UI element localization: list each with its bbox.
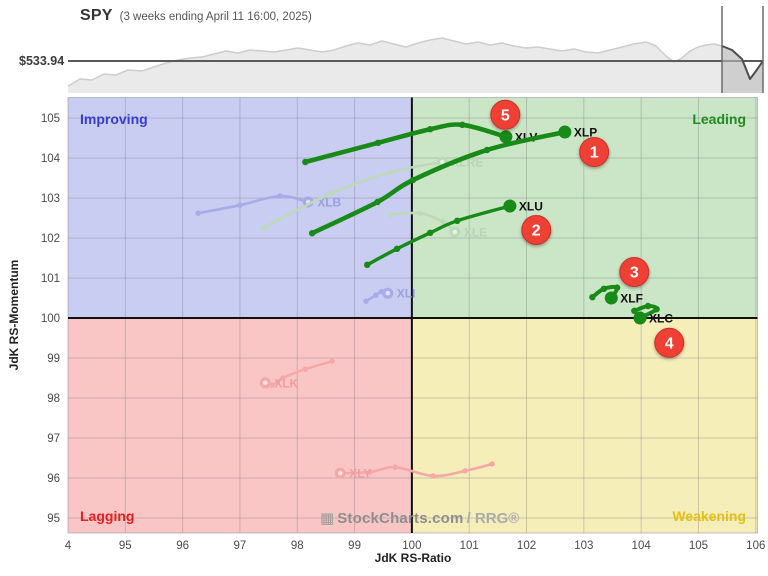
trail-endpoint-XLP[interactable] — [558, 125, 572, 139]
y-axis-ticks: 95 96 97 98 99 100 101 102 103 104 105 — [41, 113, 61, 525]
trail-label-XLP[interactable]: XLP — [574, 126, 597, 140]
svg-text:4: 4 — [665, 335, 674, 352]
symbol-title: SPY — [80, 7, 113, 24]
svg-text:95: 95 — [47, 513, 60, 525]
svg-text:95: 95 — [119, 540, 132, 552]
svg-text:97: 97 — [234, 540, 247, 552]
svg-text:96: 96 — [47, 473, 60, 485]
svg-text:100: 100 — [41, 313, 60, 325]
trail-XLU[interactable]: XLU — [364, 199, 543, 268]
trail-label-XLF[interactable]: XLF — [620, 292, 643, 306]
svg-text:105: 105 — [689, 540, 708, 552]
trail-label-XLY[interactable]: XLY — [349, 467, 371, 481]
svg-text:105: 105 — [41, 113, 60, 125]
svg-text:97: 97 — [47, 433, 60, 445]
trail-label-XLB[interactable]: XLB — [317, 196, 341, 210]
svg-text:102: 102 — [517, 540, 536, 552]
quadrant-label-improving: Improving — [80, 111, 148, 127]
watermark-suffix: / RRG® — [466, 510, 520, 527]
svg-text:104: 104 — [41, 153, 61, 165]
trail-XLK[interactable]: XLK — [259, 358, 335, 391]
trail-XLC[interactable]: XLC — [631, 302, 673, 326]
svg-text:4: 4 — [65, 540, 72, 552]
svg-text:100: 100 — [402, 540, 421, 552]
quadrant-label-lagging: Lagging — [80, 508, 135, 524]
svg-text:106: 106 — [746, 540, 765, 552]
stockcharts-logo-icon: ▦ — [320, 510, 335, 527]
quadrant-leading — [411, 97, 758, 318]
badge-1: 1 — [579, 137, 610, 167]
badge-4: 4 — [654, 327, 685, 358]
trail-endpoint-XLF[interactable] — [604, 291, 618, 305]
badge-5: 5 — [490, 99, 521, 130]
trail-endpoint-XLU[interactable] — [503, 199, 517, 213]
badge-2: 2 — [521, 215, 552, 245]
svg-text:98: 98 — [291, 540, 304, 552]
svg-text:3: 3 — [630, 265, 639, 282]
trail-XLE[interactable]: XLE — [387, 210, 487, 240]
y-axis-title: JdK RS-Momentum — [7, 259, 21, 371]
trail-label-XLI[interactable]: XLI — [397, 287, 416, 301]
quadrant-lagging — [68, 318, 412, 533]
chart-header: SPY (3 weeks ending April 11 16:00, 2025… — [80, 7, 312, 25]
svg-text:102: 102 — [41, 233, 60, 245]
svg-text:1: 1 — [590, 145, 599, 162]
price-label: $533.94 — [19, 54, 65, 68]
svg-text:101: 101 — [41, 273, 60, 285]
svg-text:96: 96 — [176, 540, 189, 552]
trail-label-XLC[interactable]: XLC — [649, 312, 673, 326]
badge-3: 3 — [619, 257, 650, 287]
watermark: ▦ StockCharts.com / RRG® — [320, 510, 519, 527]
trail-XLY[interactable]: XLY — [334, 461, 495, 481]
svg-text:98: 98 — [47, 393, 60, 405]
quadrant-weakening — [411, 318, 758, 533]
svg-text:103: 103 — [574, 540, 593, 552]
svg-text:99: 99 — [47, 353, 60, 365]
x-axis-ticks: 4 95 96 97 98 99 100 101 102 103 104 105 106 — [65, 540, 766, 552]
svg-text:5: 5 — [501, 107, 510, 124]
trail-label-XLU[interactable]: XLU — [519, 200, 543, 214]
trail-XLV[interactable]: XLV — [302, 121, 537, 166]
quadrant-label-weakening: Weakening — [672, 508, 746, 524]
trail-label-XLK[interactable]: XLK — [274, 376, 298, 390]
sparkline-selection-window[interactable] — [721, 6, 764, 93]
trail-endpoint-XLV[interactable] — [499, 130, 513, 144]
trail-XLF[interactable]: XLF — [589, 284, 643, 306]
trail-label-XLE[interactable]: XLE — [464, 226, 487, 240]
header-subtitle: (3 weeks ending April 11 16:00, 2025) — [119, 11, 312, 23]
svg-text:99: 99 — [348, 540, 361, 552]
quadrant-label-leading: Leading — [692, 111, 746, 127]
trail-endpoint-XLC[interactable] — [633, 311, 647, 325]
svg-text:103: 103 — [41, 193, 60, 205]
svg-text:101: 101 — [460, 540, 479, 552]
trail-XLP[interactable]: XLP — [309, 125, 597, 237]
watermark-text: StockCharts.com — [337, 510, 464, 527]
svg-text:2: 2 — [532, 223, 541, 240]
trail-XLI[interactable]: XLI — [363, 287, 415, 304]
spy-sparkline — [67, 37, 764, 93]
quadrants — [68, 97, 758, 533]
x-axis-title: JdK RS-Ratio — [374, 551, 452, 565]
svg-text:104: 104 — [632, 540, 652, 552]
